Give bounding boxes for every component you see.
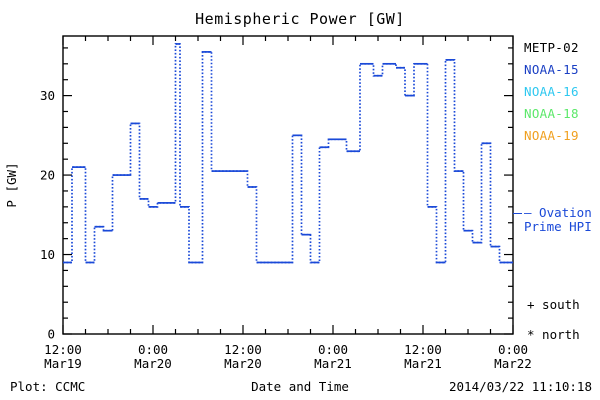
legend-marker-north: * north: [527, 327, 580, 342]
y-axis-title: P [GW]: [4, 162, 19, 207]
x-axis-tick-date: Mar21: [404, 356, 442, 371]
legend-item-noaa16: NOAA-16: [524, 84, 579, 99]
x-axis-tick-date: Mar21: [314, 356, 352, 371]
legend-marker-south: + south: [527, 297, 580, 312]
plot-timestamp: 2014/03/22 11:10:18: [449, 379, 592, 394]
x-axis-label: Date and Time: [251, 379, 349, 394]
x-axis-tick-date: Mar19: [44, 356, 82, 371]
x-axis-tick-date: Mar20: [224, 356, 262, 371]
y-axis-tick-label: 0: [47, 327, 55, 342]
legend-item-noaa19: NOAA-19: [524, 128, 579, 143]
x-axis-tick-time: 12:00: [224, 342, 262, 357]
satellite-legend: METP-02 NOAA-15 NOAA-16 NOAA-18 NOAA-19: [524, 40, 600, 150]
plot-source-label: Plot: CCMC: [10, 379, 86, 394]
ovation-label-line1: — Ovation: [524, 205, 592, 220]
legend-item-noaa18: NOAA-18: [524, 106, 579, 121]
y-axis-tick-label: 10: [40, 247, 55, 262]
ovation-line-swatch: [513, 213, 522, 214]
legend-item-noaa15: NOAA-15: [524, 62, 579, 77]
y-axis-tick-label: 20: [40, 168, 55, 183]
x-axis-tick-time: 12:00: [44, 342, 82, 357]
x-axis-tick-date: Mar20: [134, 356, 172, 371]
legend-item-ovation-prime-hpi: — Ovation Prime HPI: [524, 206, 600, 234]
page-title: Hemispheric Power [GW]: [195, 10, 405, 28]
y-axis-tick-label: 30: [40, 88, 55, 103]
data-series-ovation-prime-hpi: [63, 43, 513, 264]
x-axis-tick-date: Mar22: [494, 356, 532, 371]
legend-item-metp02: METP-02: [524, 40, 579, 55]
x-axis-tick-time: 0:00: [138, 342, 168, 357]
x-axis-tick-time: 0:00: [498, 342, 528, 357]
x-axis-tick-time: 0:00: [318, 342, 348, 357]
x-axis-tick-time: 12:00: [404, 342, 442, 357]
ovation-label-line2: Prime HPI: [524, 219, 592, 234]
